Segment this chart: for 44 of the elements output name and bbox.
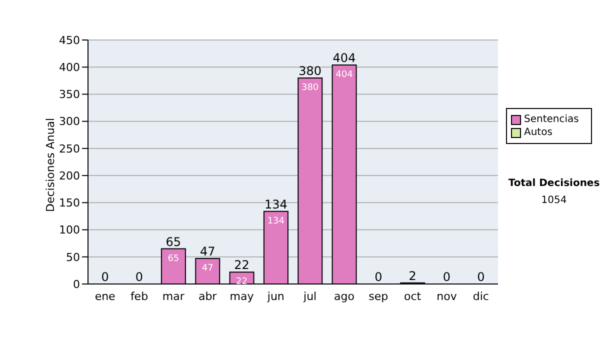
- x-tick-label: may: [230, 290, 254, 303]
- data-label: 65: [168, 254, 180, 264]
- x-tick-label: abr: [198, 290, 218, 303]
- total-label: 0: [442, 270, 451, 284]
- total-label: 404: [332, 50, 356, 65]
- x-tick-label: jul: [302, 290, 317, 303]
- total-label: 65: [166, 234, 182, 249]
- y-axis-title: Decisiones Anual: [44, 118, 57, 212]
- x-tick-label: oct: [404, 290, 422, 303]
- legend-label: Sentencias: [524, 113, 579, 126]
- text: 1054: [540, 195, 568, 206]
- y-tick-label: 100: [59, 224, 80, 237]
- data-label: 134: [267, 216, 285, 226]
- total-label: 0: [374, 270, 382, 284]
- y-tick-label: 250: [59, 142, 80, 156]
- y-tick-label: 0: [73, 278, 80, 291]
- total-label: 0: [135, 270, 144, 284]
- total-label: 22: [234, 258, 250, 272]
- data-label: 380: [301, 82, 319, 93]
- y-tick-label: 350: [59, 88, 80, 102]
- x-tick-label: jun: [266, 290, 284, 303]
- y-tick-label: 150: [59, 196, 80, 210]
- total-label: 47: [200, 244, 216, 259]
- y-tick-label: 200: [59, 169, 80, 182]
- x-tick-label: dic: [472, 290, 489, 303]
- x-tick-label: feb: [130, 290, 148, 303]
- x-tick-label: nov: [436, 290, 458, 303]
- data-label: 47: [202, 264, 214, 274]
- legend-label: Autos: [524, 126, 552, 139]
- total-label: 0: [477, 270, 485, 284]
- total-label: 0: [101, 270, 109, 284]
- total-label: 380: [298, 64, 322, 78]
- y-tick-label: 450: [59, 34, 80, 47]
- total-label: 2: [408, 268, 416, 283]
- y-tick-label: 300: [59, 115, 80, 128]
- x-tick-label: mar: [162, 290, 185, 303]
- x-tick-label: ene: [94, 290, 116, 303]
- x-tick-label: ago: [334, 290, 355, 303]
- y-tick-label: 50: [66, 250, 80, 264]
- x-tick-label: sep: [368, 290, 388, 303]
- total-label: 134: [264, 197, 288, 212]
- y-tick-label: 400: [59, 61, 80, 74]
- text: Total Decisiones: [507, 178, 600, 189]
- data-label: 404: [336, 70, 354, 80]
